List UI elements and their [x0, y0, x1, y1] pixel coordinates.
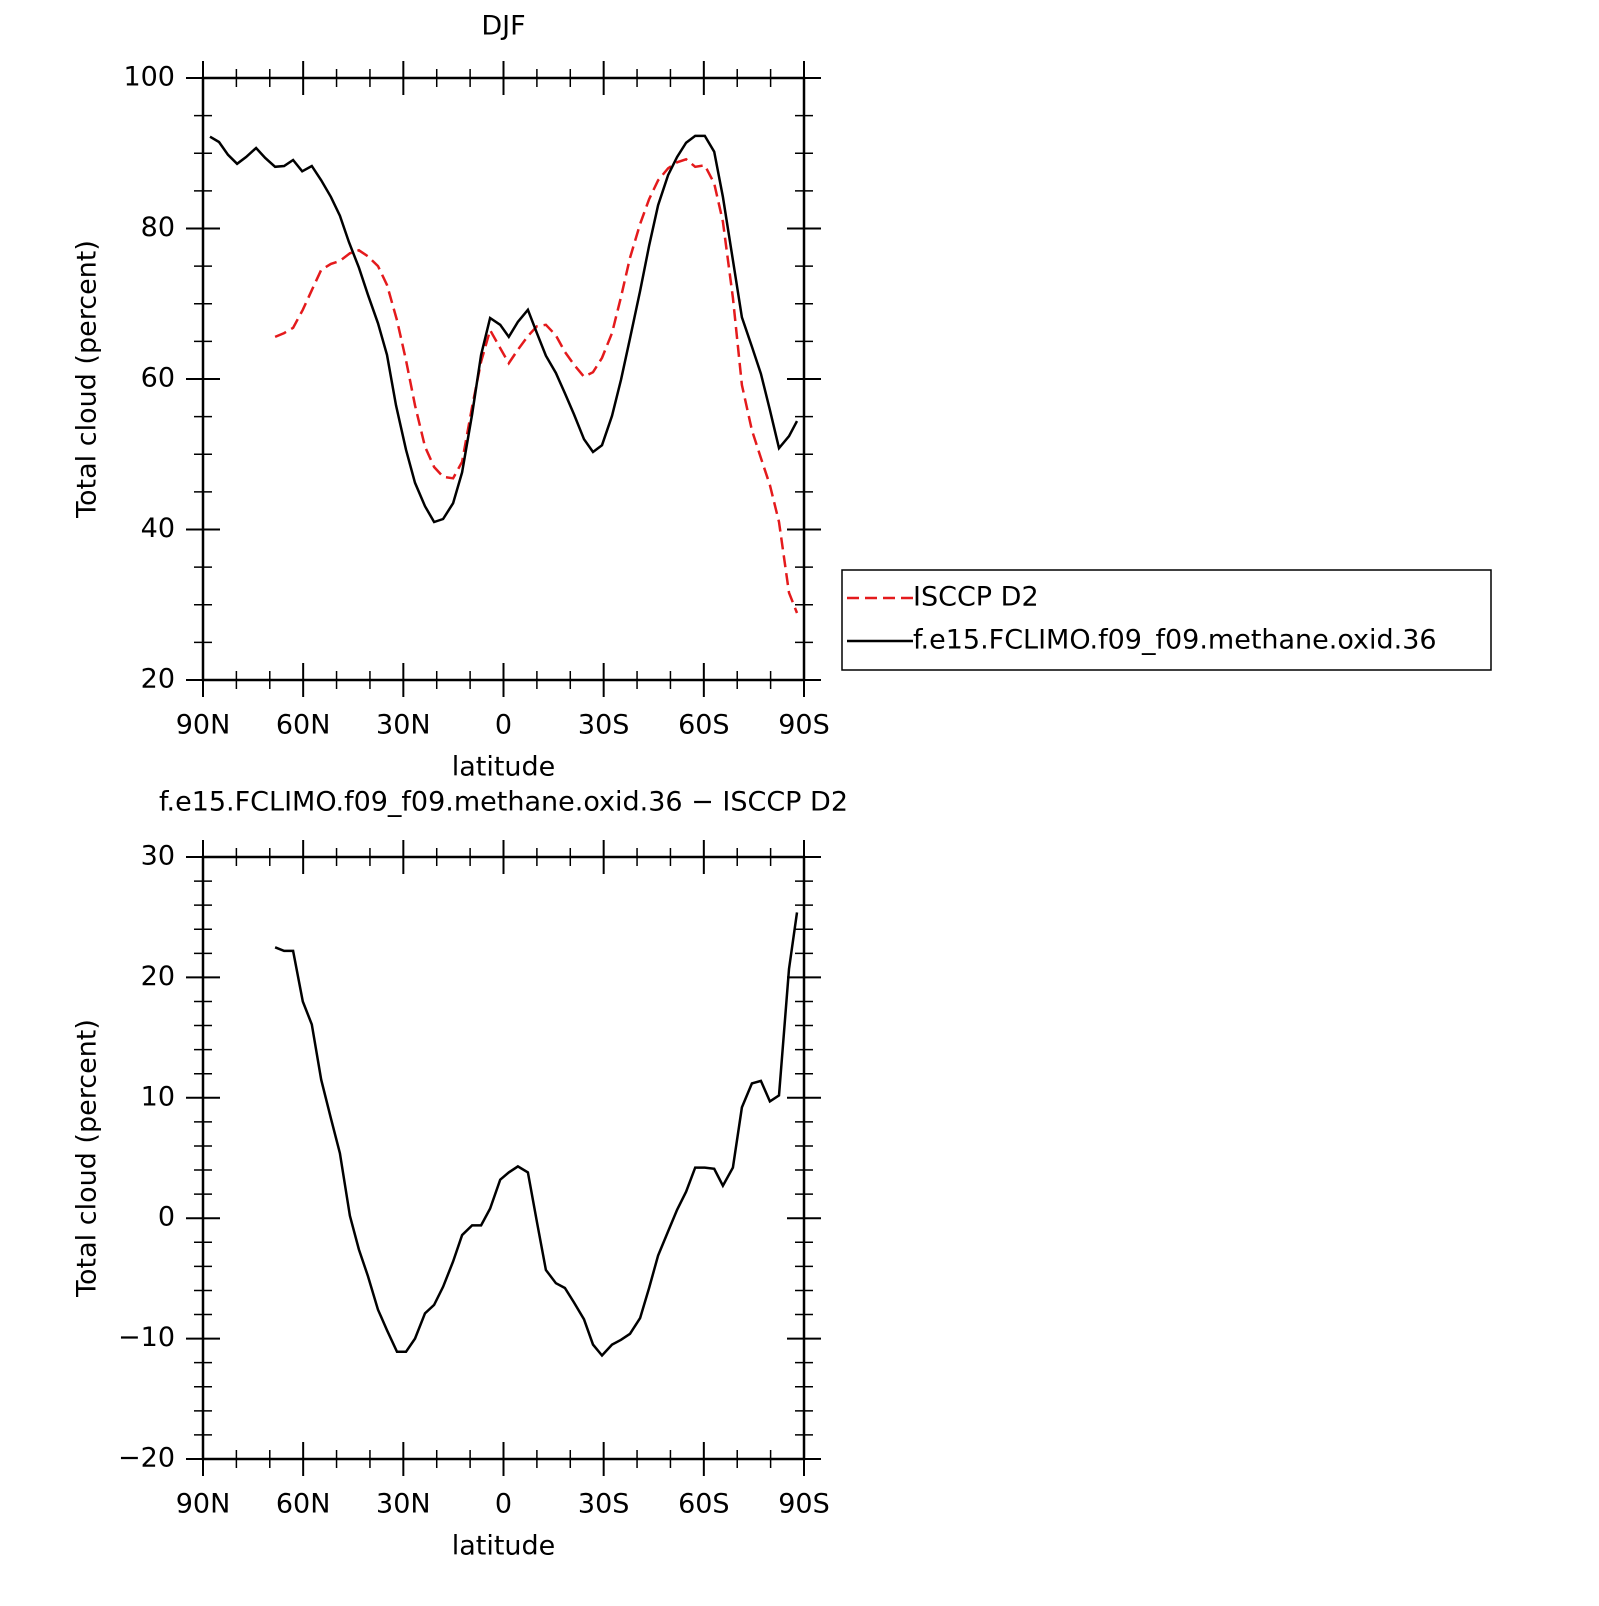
- x-axis-label: latitude: [452, 1531, 556, 1562]
- y-tick-label: 20: [141, 961, 175, 992]
- y-axis-label: Total cloud (percent): [72, 1019, 103, 1298]
- x-tick-label: 30N: [376, 710, 431, 741]
- x-tick-label: 0: [495, 1489, 512, 1520]
- y-tick-label: 80: [141, 212, 175, 243]
- x-tick-label: 30S: [578, 710, 630, 741]
- x-tick-label: 30N: [376, 1489, 431, 1520]
- data-line: [274, 157, 799, 614]
- x-tick-label: 60S: [678, 1489, 730, 1520]
- x-tick-label: 60N: [276, 710, 331, 741]
- y-tick-label: −10: [118, 1322, 175, 1353]
- y-tick-label: 40: [141, 513, 175, 544]
- data-line: [274, 912, 799, 1358]
- x-tick-label: 60S: [678, 710, 730, 741]
- y-tick-label: 0: [158, 1202, 175, 1233]
- y-tick-label: 100: [123, 62, 175, 93]
- x-axis-label: latitude: [452, 752, 556, 783]
- chart-title: DJF: [481, 11, 525, 42]
- y-tick-label: −20: [118, 1443, 175, 1474]
- legend-label: f.e15.FCLIMO.f09_f09.methane.oxid.36: [913, 625, 1437, 656]
- legend-label: ISCCP D2: [913, 582, 1039, 613]
- plot-frame: [201, 76, 806, 682]
- x-tick-label: 90N: [176, 1489, 231, 1520]
- x-tick-label: 60N: [276, 1489, 331, 1520]
- y-tick-label: 20: [141, 664, 175, 695]
- chart-title: f.e15.FCLIMO.f09_f09.methane.oxid.36 − I…: [159, 787, 848, 818]
- x-tick-label: 0: [495, 710, 512, 741]
- x-tick-label: 90S: [778, 710, 830, 741]
- x-tick-label: 90S: [778, 1489, 830, 1520]
- data-line: [209, 134, 799, 524]
- legend-box: [841, 569, 1492, 671]
- y-tick-label: 60: [141, 363, 175, 394]
- x-tick-label: 90N: [176, 710, 231, 741]
- y-axis-label: Total cloud (percent): [72, 240, 103, 519]
- y-tick-label: 30: [141, 841, 175, 872]
- y-tick-label: 10: [141, 1081, 175, 1112]
- plot-frame: [201, 855, 806, 1461]
- x-tick-label: 30S: [578, 1489, 630, 1520]
